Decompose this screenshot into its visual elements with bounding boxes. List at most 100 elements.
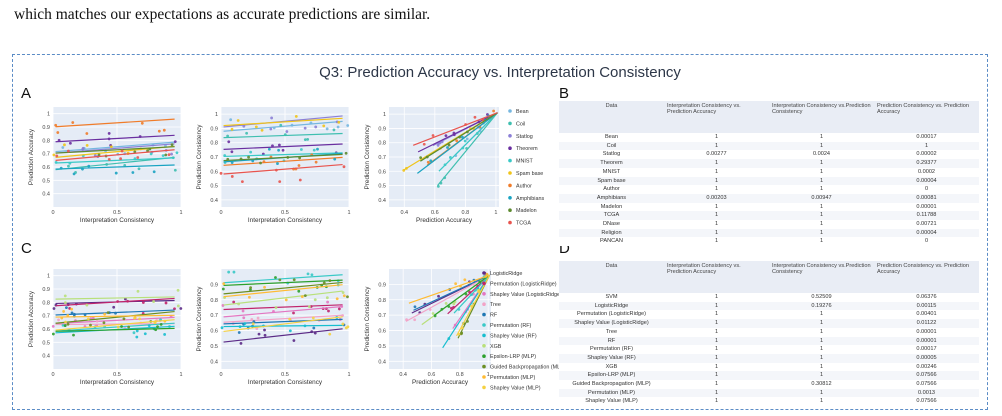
trend-line (55, 164, 175, 170)
trend-line (55, 327, 175, 332)
legend-label: MNIST (516, 159, 533, 165)
data-point (436, 143, 440, 147)
data-point (176, 304, 180, 308)
x-tick-label: 1 (347, 372, 350, 378)
data-point (179, 307, 183, 310)
trend-line (223, 143, 343, 150)
y-tick-label: 0.5 (378, 184, 386, 190)
trend-line (223, 284, 343, 298)
trend-line (223, 152, 343, 158)
table-b-row: Author 1 1 0 (559, 185, 979, 194)
legend-marker (482, 302, 486, 306)
table-d-row: Guided Backpropagation (MLP) 1 0.30812 0.07… (559, 380, 979, 389)
trend-line (223, 132, 343, 139)
data-point (307, 305, 311, 309)
data-point (306, 272, 310, 276)
data-point (251, 322, 255, 326)
trend-line (417, 112, 498, 153)
trend-line (55, 319, 175, 331)
scatter-plot-a2: 0.4 0.5 0.6 0.7 0.8 0.9 1 0 0.5 1 Interpretation C… (196, 107, 351, 224)
data-point (277, 148, 280, 152)
data-point (106, 311, 110, 315)
y-tick-label: 0.4 (210, 198, 218, 204)
table-d-cell: 1 (664, 310, 769, 320)
data-point (327, 309, 330, 313)
table-d-row: Shapley Value (LogisticRidge) 1 1 0.01122 (559, 319, 979, 328)
table-d-cell: Shapley Value (RF) (559, 353, 664, 363)
table-b-row: Theorem 1 1 0.29377 (559, 159, 979, 168)
y-tick-label: 0.8 (378, 298, 386, 304)
data-point (463, 139, 467, 143)
x-axis-label: Interpretation Consistency (248, 217, 323, 224)
data-point (175, 151, 179, 155)
y-tick-label: 0.8 (42, 300, 50, 306)
data-point (157, 129, 161, 133)
table-d-cell: 1 (664, 397, 769, 407)
y-tick-label: 0.6 (378, 329, 386, 335)
table-d-row: RF 1 1 0.00001 (559, 336, 979, 346)
table-b-cell: 0.00721 (874, 220, 979, 229)
trend-line (413, 274, 490, 311)
y-tick-label: 0.9 (378, 126, 386, 132)
table-b-cell: Coil (559, 141, 664, 151)
legend-label: Tree (490, 302, 501, 308)
y-tick-label: 0.6 (210, 169, 218, 175)
data-point (455, 139, 459, 143)
data-point (298, 178, 302, 182)
data-point (66, 313, 70, 317)
data-point (322, 124, 326, 128)
trend-line (55, 149, 175, 161)
table-d-cell: 1 (664, 301, 769, 311)
data-point (249, 286, 252, 290)
trend-line (223, 120, 343, 132)
legend-marker (482, 364, 486, 369)
data-point (306, 138, 310, 141)
figure-title: Q3: Prediction Accuracy vs. Interpretati… (319, 64, 681, 81)
table-b-cell: 1 (874, 141, 979, 151)
trend-line (55, 156, 175, 171)
data-point (325, 296, 329, 300)
y-tick-label: 1 (47, 112, 50, 118)
data-point (316, 147, 319, 151)
x-tick-label: 0 (219, 372, 222, 378)
legend-label: TCGA (516, 221, 531, 227)
legend-marker (482, 354, 486, 358)
data-point (232, 300, 236, 304)
table-b-cell: Statlog (559, 150, 664, 160)
table-b-row: DNase 1 1 0.00721 (559, 220, 979, 229)
data-point (147, 324, 151, 328)
table-d-cell: Tree (559, 327, 664, 337)
data-point (167, 153, 171, 157)
data-point (322, 281, 326, 285)
trend-line (223, 274, 343, 284)
y-tick-label: 0.6 (42, 327, 50, 333)
trend-line (408, 274, 490, 304)
x-tick-label: 0.8 (462, 210, 470, 216)
table-b-row: Spam base 1 1 0.00004 (559, 176, 979, 186)
y-tick-label: 0.9 (42, 125, 50, 131)
x-tick-label: 0.4 (399, 372, 407, 378)
table-d-cell: 0.00115 (874, 301, 979, 311)
trend-line (223, 316, 343, 333)
x-tick-label: 0.6 (431, 210, 439, 216)
data-point (341, 322, 345, 326)
x-tick-label: 1 (347, 210, 350, 216)
data-point (69, 141, 72, 145)
table-d: Data Interpretation Consistency vs. Predi… (559, 261, 979, 407)
table-d-cell: LogisticRidge (559, 301, 664, 311)
data-point (326, 300, 330, 304)
trend-line (412, 112, 498, 146)
table-b-cell: 0.00203 (664, 193, 769, 203)
data-point (173, 140, 177, 144)
data-point (102, 321, 106, 325)
legend-marker (482, 375, 486, 379)
data-point (249, 150, 253, 154)
data-point (230, 150, 234, 154)
data-point (86, 317, 90, 321)
figure-frame: Q3: Prediction Accuracy vs. Interpretati… (12, 54, 988, 410)
table-d-cell: 1 (769, 310, 874, 320)
data-point (278, 278, 282, 282)
y-tick-label: 0.9 (378, 282, 386, 288)
data-point (87, 164, 91, 168)
table-d-cell: 0.00401 (874, 310, 979, 320)
